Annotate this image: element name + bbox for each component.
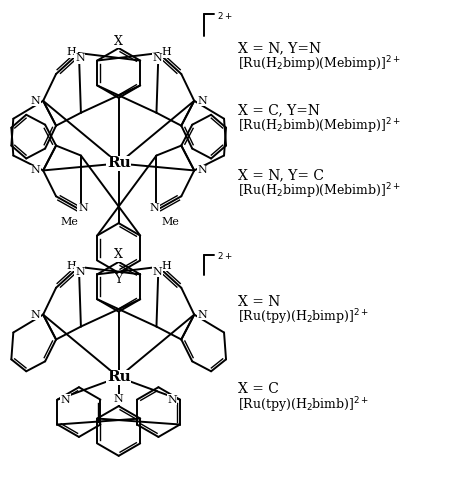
Text: Y: Y bbox=[115, 273, 123, 286]
Text: X: X bbox=[114, 35, 123, 48]
Text: N: N bbox=[30, 165, 40, 175]
Text: [Ru(tpy)(H$_2$bimb)]$^{2+}$: [Ru(tpy)(H$_2$bimb)]$^{2+}$ bbox=[238, 396, 369, 415]
Text: N: N bbox=[152, 267, 162, 277]
Text: Ru: Ru bbox=[107, 370, 131, 384]
Text: [Ru(tpy)(H$_2$bimp)]$^{2+}$: [Ru(tpy)(H$_2$bimp)]$^{2+}$ bbox=[238, 308, 369, 327]
Text: N: N bbox=[197, 309, 207, 320]
Text: X = N, Y=N: X = N, Y=N bbox=[238, 41, 321, 55]
Text: N: N bbox=[78, 203, 88, 213]
Text: N: N bbox=[152, 53, 162, 63]
Text: N: N bbox=[167, 395, 177, 404]
Text: [Ru(H$_2$bimp)(Mebimp)]$^{2+}$: [Ru(H$_2$bimp)(Mebimp)]$^{2+}$ bbox=[238, 54, 401, 74]
Text: N: N bbox=[197, 96, 207, 106]
Text: H: H bbox=[162, 47, 171, 57]
Text: N: N bbox=[197, 165, 207, 175]
Text: X: X bbox=[114, 248, 123, 261]
Text: N: N bbox=[30, 96, 40, 106]
Text: X = N, Y= C: X = N, Y= C bbox=[238, 168, 324, 182]
Text: $^{2+}$: $^{2+}$ bbox=[217, 12, 233, 25]
Text: H: H bbox=[162, 261, 171, 271]
Text: N: N bbox=[114, 394, 123, 404]
Text: N: N bbox=[150, 203, 159, 213]
Text: N: N bbox=[61, 395, 70, 404]
Text: [Ru(H$_2$bimb)(Mebimp)]$^{2+}$: [Ru(H$_2$bimb)(Mebimp)]$^{2+}$ bbox=[238, 117, 401, 137]
Text: Ru: Ru bbox=[107, 156, 131, 170]
Text: N: N bbox=[75, 267, 85, 277]
Text: Me: Me bbox=[161, 217, 179, 227]
Text: [Ru(H$_2$bimp)(Mebimb)]$^{2+}$: [Ru(H$_2$bimp)(Mebimb)]$^{2+}$ bbox=[238, 182, 401, 201]
Text: X = N: X = N bbox=[238, 295, 280, 309]
Text: X = C: X = C bbox=[238, 382, 279, 396]
Text: $^{2+}$: $^{2+}$ bbox=[217, 252, 233, 265]
Text: H: H bbox=[66, 261, 76, 271]
Text: N: N bbox=[75, 53, 85, 63]
Text: X = C, Y=N: X = C, Y=N bbox=[238, 104, 320, 118]
Text: N: N bbox=[30, 309, 40, 320]
Text: H: H bbox=[66, 47, 76, 57]
Text: Me: Me bbox=[60, 217, 78, 227]
